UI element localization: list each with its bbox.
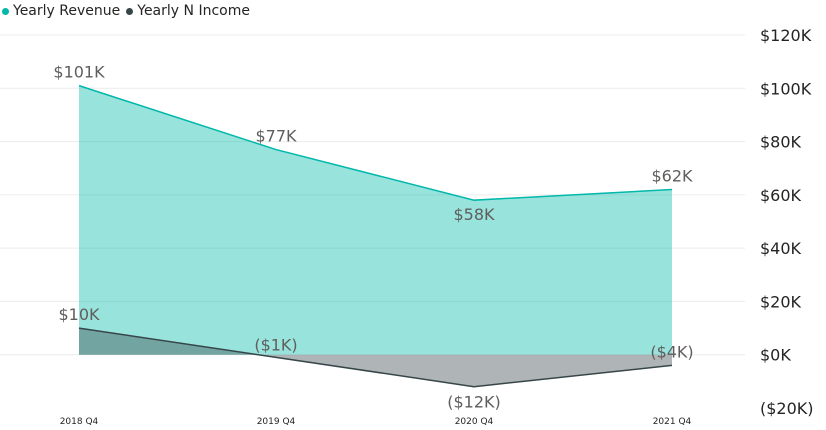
data-label-revenue: $101K bbox=[53, 63, 105, 82]
data-label-net-income: ($1K) bbox=[254, 335, 297, 354]
y-tick-label: $80K bbox=[760, 133, 802, 152]
legend-label-revenue: Yearly Revenue bbox=[13, 3, 121, 19]
y-tick-label: $120K bbox=[760, 26, 812, 45]
legend-item-net-income[interactable]: Yearly N Income bbox=[126, 3, 250, 19]
x-tick-label: 2021 Q4 bbox=[653, 417, 692, 427]
legend: Yearly Revenue Yearly N Income bbox=[2, 3, 256, 19]
revenue-line bbox=[78, 84, 673, 201]
legend-marker-revenue bbox=[2, 7, 9, 15]
data-label-revenue: $58K bbox=[453, 205, 495, 224]
x-tick-label: 2020 Q4 bbox=[455, 417, 494, 427]
x-tick-label: 2019 Q4 bbox=[257, 417, 296, 427]
data-label-net-income: $10K bbox=[58, 305, 100, 324]
data-label-revenue: $77K bbox=[255, 127, 297, 146]
y-tick-label: ($20K) bbox=[760, 399, 814, 418]
data-label-net-income: ($12K) bbox=[447, 393, 501, 412]
y-tick-label: $0K bbox=[760, 346, 791, 365]
net-income-line bbox=[78, 327, 673, 388]
net-income-area bbox=[79, 328, 672, 387]
legend-marker-net-income bbox=[126, 7, 134, 15]
data-label-net-income: ($4K) bbox=[650, 342, 693, 361]
data-label-revenue: $62K bbox=[651, 167, 693, 186]
x-tick-label: 2018 Q4 bbox=[60, 417, 99, 427]
legend-item-revenue[interactable]: Yearly Revenue bbox=[2, 3, 120, 19]
y-tick-label: $60K bbox=[760, 186, 802, 205]
y-tick-label: $100K bbox=[760, 79, 812, 98]
y-tick-label: $40K bbox=[760, 239, 802, 258]
y-tick-label: $20K bbox=[760, 292, 802, 311]
legend-label-net-income: Yearly N Income bbox=[137, 3, 250, 19]
revenue-area bbox=[79, 85, 672, 355]
